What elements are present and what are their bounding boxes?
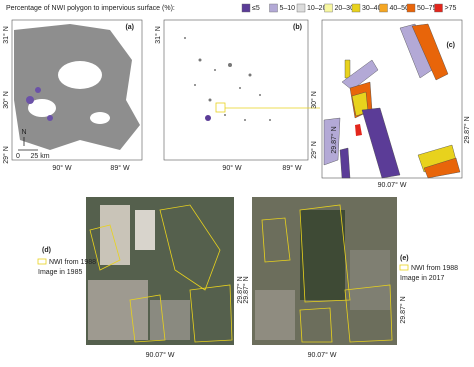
legend-label: NWI from 1988	[411, 265, 458, 272]
legend-swatch	[351, 3, 361, 13]
y-label: 29.87° N	[399, 296, 407, 323]
legend-label: 10–20	[307, 5, 327, 12]
legend-label: Image in 1985	[38, 269, 82, 276]
legend-title: Percentage of NWI polygon to impervious …	[6, 5, 175, 12]
legend-label: ≤5	[252, 5, 260, 12]
wetland	[26, 96, 34, 104]
legend-swatch	[406, 3, 416, 13]
legend-swatch	[296, 3, 306, 13]
lake	[58, 61, 102, 89]
legend-label: 50–75	[417, 5, 437, 12]
y-label: 29.87° N	[463, 116, 471, 143]
wetland-dots	[184, 37, 271, 121]
y-label: 29° N	[2, 146, 10, 164]
wetland	[47, 115, 53, 121]
y-label: 29.87° N	[236, 276, 244, 303]
y-label: 30° N	[310, 91, 318, 109]
panel-label: (a)	[125, 24, 134, 31]
y-label: 31° N	[154, 26, 162, 44]
lake	[28, 99, 56, 117]
scale-label: 0	[16, 153, 20, 160]
panel-label: (e)	[400, 255, 409, 262]
y-label: 29.87° N	[330, 126, 338, 153]
y-label: 29° N	[310, 141, 318, 159]
panel-frame	[163, 19, 309, 161]
legend: ≤5 5–10 10–20 20–30 30–40 40–50 50–75 >75	[241, 3, 457, 13]
lake	[90, 112, 110, 124]
wetland	[205, 115, 211, 121]
y-label: 29.87° N	[242, 276, 250, 303]
legend-swatch	[434, 3, 443, 13]
scale-label: 25 km	[30, 153, 49, 160]
panel-label: (b)	[293, 24, 302, 31]
legend-swatch	[269, 3, 278, 13]
y-label: 30° N	[2, 91, 10, 109]
panel-label: (d)	[42, 247, 51, 254]
legend-label: >75	[445, 5, 457, 12]
panel-label: (c)	[446, 42, 455, 49]
x-label: 89° W	[282, 164, 302, 172]
x-label: 90.07° W	[308, 351, 337, 359]
panel-e: (e) NWI from 1988 Image in 2017 90.07° W…	[242, 197, 458, 359]
legend-label: 20–30	[335, 5, 355, 12]
x-label: 90.07° W	[378, 181, 407, 189]
x-label: 90.07° W	[146, 351, 175, 359]
wetland	[35, 87, 41, 93]
panel-d: (d) NWI from 1988 Image in 1985 90.07° W…	[37, 197, 244, 359]
legend-swatch	[324, 3, 333, 13]
x-label: 90° W	[52, 164, 72, 172]
legend-label: 5–10	[280, 5, 296, 12]
panel-c: (c) 90.07° W 29.87° N 29.87° N	[321, 19, 471, 189]
panel-b: (b) 90° W 89° W 31° N 30° N 29° N	[154, 19, 320, 172]
legend-label: 40–50	[390, 5, 410, 12]
legend-label: Image in 2017	[400, 275, 444, 282]
north-arrow: N	[21, 129, 26, 136]
legend-label: 30–40	[362, 5, 382, 12]
legend-swatch	[241, 3, 251, 13]
legend-label: NWI from 1988	[49, 259, 96, 266]
zoom-box	[215, 102, 226, 113]
x-label: 90° W	[222, 164, 242, 172]
x-label: 89° W	[110, 164, 130, 172]
legend-swatch	[379, 3, 388, 13]
panel-a: (a) N 0 25 km 90° W 89° W 31° N 30° N 29…	[2, 19, 143, 172]
y-label: 31° N	[2, 26, 10, 44]
